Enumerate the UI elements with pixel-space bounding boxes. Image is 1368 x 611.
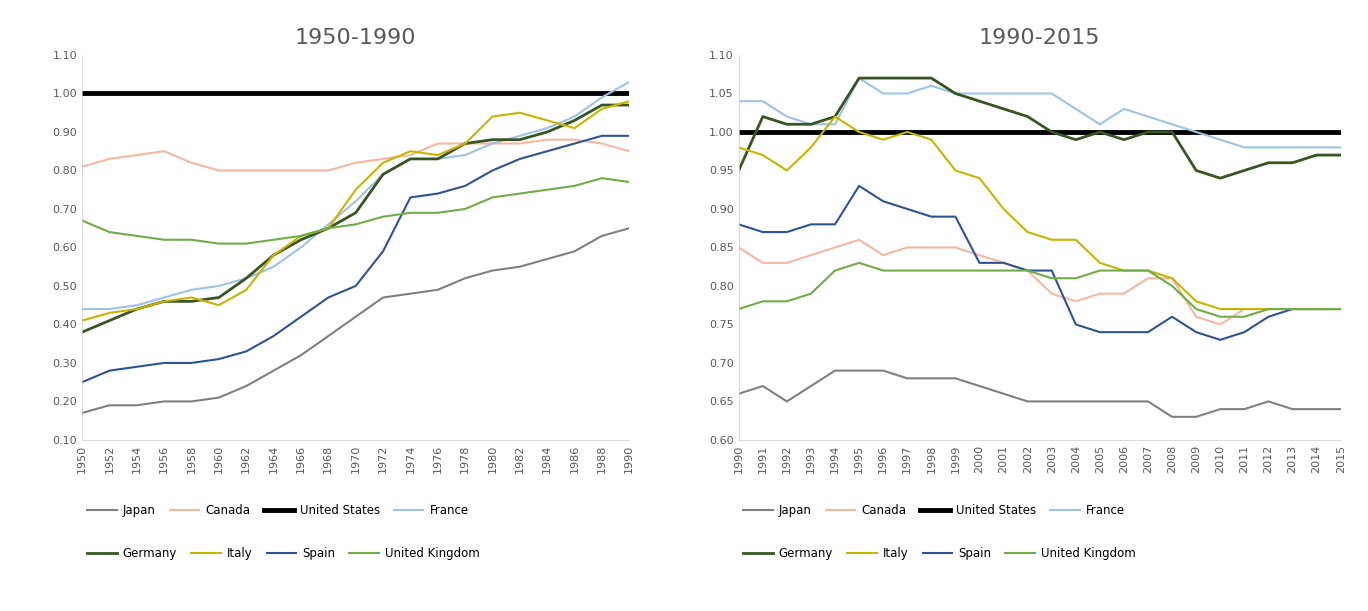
Title: 1950-1990: 1950-1990	[295, 28, 416, 48]
Legend: Germany, Italy, Spain, United Kingdom: Germany, Italy, Spain, United Kingdom	[82, 542, 484, 565]
Legend: Germany, Italy, Spain, United Kingdom: Germany, Italy, Spain, United Kingdom	[739, 542, 1140, 565]
Title: 1990-2015: 1990-2015	[979, 28, 1100, 48]
